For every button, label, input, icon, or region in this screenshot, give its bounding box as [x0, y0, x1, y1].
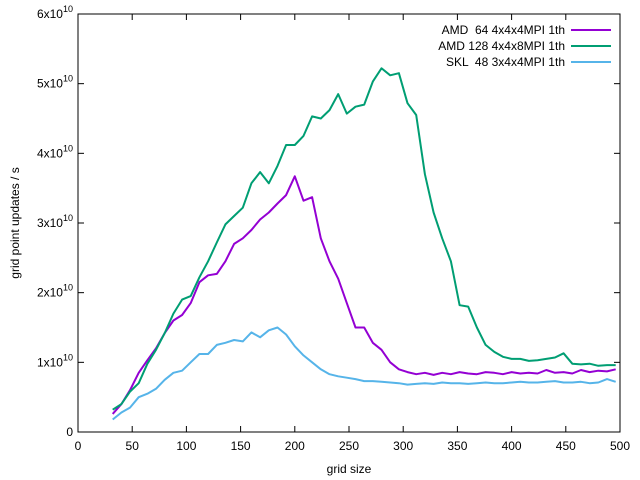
y-tick-exponent: 10	[63, 283, 73, 293]
y-tick-label: 5x1010	[37, 74, 73, 91]
x-tick-label: 250	[339, 439, 359, 453]
legend-label-0: AMD 64 4x4x4MPI 1th	[442, 23, 565, 37]
x-tick-label: 0	[75, 439, 82, 453]
y-tick-label: 1x1010	[37, 352, 73, 369]
y-tick-exponent: 10	[63, 213, 73, 223]
y-axis-label: grid point updates / s	[8, 167, 22, 278]
plot-frame	[77, 13, 621, 433]
series-line-2	[112, 326, 616, 421]
x-tick-label: 50	[126, 439, 140, 453]
legend-label-1: AMD 128 4x4x8MPI 1th	[438, 39, 565, 53]
x-tick-label: 400	[502, 439, 522, 453]
y-tick-label: 0	[66, 425, 73, 439]
y-tick-exponent: 10	[63, 4, 73, 14]
x-tick-label: 500	[610, 439, 630, 453]
series-line-0	[111, 175, 616, 415]
y-tick-label: 3x1010	[37, 213, 73, 230]
x-axis: 0 50 100 150 200 250 300 350 400 450 500	[75, 14, 630, 453]
y-tick-label: 4x1010	[37, 143, 73, 160]
x-tick-label: 350	[447, 439, 467, 453]
legend-label-2: SKL 48 3x4x4MPI 1th	[446, 55, 565, 69]
y-axis: 0 1x1010 2x1010 3x1010 4x1010 5x1010 6x1010	[37, 4, 620, 439]
series-line-1	[112, 67, 616, 411]
x-tick-label: 100	[176, 439, 196, 453]
y-tick-exponent: 10	[63, 143, 73, 153]
x-tick-label: 300	[393, 439, 413, 453]
y-tick-exponent: 10	[63, 352, 73, 362]
legend: AMD 64 4x4x4MPI 1th AMD 128 4x4x8MPI 1th S…	[438, 23, 611, 69]
series-lines	[111, 67, 616, 421]
x-tick-label: 450	[556, 439, 576, 453]
x-tick-label: 150	[231, 439, 251, 453]
x-tick-label: 200	[285, 439, 305, 453]
x-axis-label: grid size	[327, 462, 372, 476]
y-tick-label: 2x1010	[37, 283, 73, 300]
y-tick-exponent: 10	[63, 74, 73, 84]
y-tick-label: 6x1010	[37, 4, 73, 21]
